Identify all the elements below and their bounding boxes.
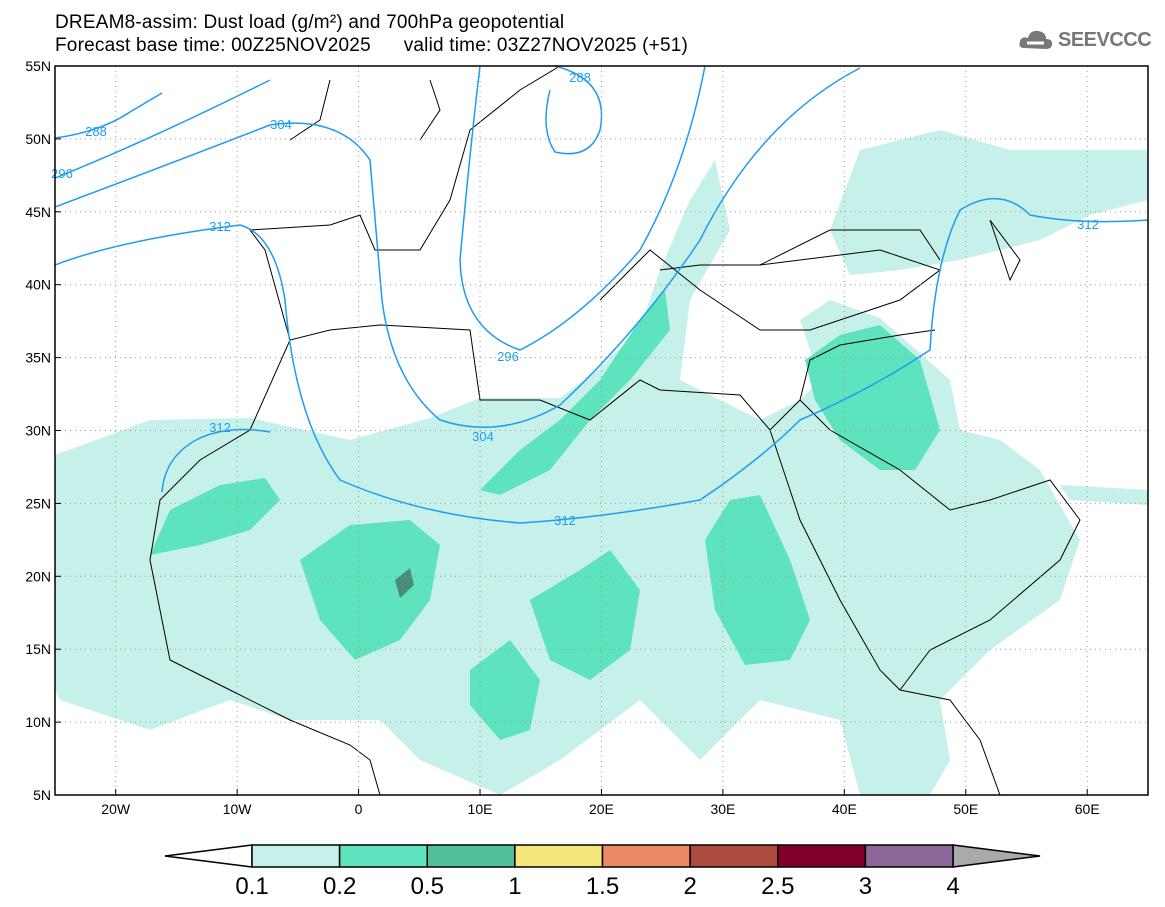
lon-tick-label: 10W [223, 801, 253, 817]
lon-tick-label: 20E [589, 801, 614, 817]
colorbar-label: 2 [683, 873, 696, 900]
colorbar-label: 1 [508, 873, 521, 900]
dust-area-low [830, 130, 1148, 275]
contour-label: 312 [1077, 217, 1099, 232]
coastlines [149, 66, 1081, 795]
cloud-icon [1019, 30, 1053, 49]
colorbar-label: 0.5 [411, 873, 444, 900]
dust-area-peak [395, 568, 414, 598]
contour-288-east [545, 66, 603, 155]
colorbar-bin [601, 844, 691, 868]
base-time: Forecast base time: 00Z25NOV2025 [55, 35, 371, 56]
colorbar-bin [777, 844, 867, 868]
contour-label: 296 [497, 349, 519, 364]
dust-map: 288 296 304 312 288 304 296 312 312 312 … [25, 58, 1149, 817]
seevccc-logo: SEEVCCC [1018, 28, 1152, 52]
colorbar-label: 0.1 [235, 873, 268, 900]
contour-label: 304 [270, 117, 292, 132]
colorbar-under-arrow [164, 844, 253, 868]
lon-tick-label: 60E [1075, 801, 1100, 817]
lon-tick-label: 20W [101, 801, 131, 817]
lat-tick-label: 55N [25, 58, 51, 74]
dust-area-mid [705, 495, 810, 665]
chart-title: DREAM8-assim: Dust load (g/m²) and 700hP… [55, 12, 565, 33]
colorbar-label: 4 [946, 873, 959, 900]
contour-304 [55, 67, 861, 428]
contour-312 [55, 198, 1148, 524]
dust-area-low [55, 160, 1080, 795]
contour-label: 312 [209, 219, 231, 234]
colorbar-bin [514, 844, 604, 868]
dust-area-mid [300, 520, 440, 660]
lat-tick-label: 20N [25, 568, 51, 584]
colorbar-bin [338, 844, 428, 868]
lon-tick-label: 0 [355, 801, 363, 817]
colorbar-over-arrow [952, 844, 1041, 868]
contour-312-coast [161, 428, 271, 493]
colorbar-bin [426, 844, 516, 868]
logo-text: SEEVCCC [1058, 28, 1152, 51]
colorbar-label: 0.2 [323, 873, 356, 900]
lat-tick-label: 40N [25, 277, 51, 293]
lon-tick-label: 30E [710, 801, 735, 817]
dust-area-mid [530, 550, 640, 680]
dust-area-mid [150, 478, 280, 555]
contour-288-west [55, 92, 163, 139]
contour-label: 288 [85, 124, 107, 139]
lat-tick-label: 30N [25, 423, 51, 439]
dust-area-low [1060, 485, 1148, 505]
dust-field [55, 130, 1148, 795]
contour-label: 312 [209, 420, 231, 435]
lat-tick-label: 5N [33, 787, 51, 803]
lon-tick-label: 40E [832, 801, 857, 817]
colorbar-bin [864, 844, 954, 868]
lat-tick-label: 35N [25, 350, 51, 366]
dust-area-mid [480, 290, 670, 495]
lat-tick-label: 10N [25, 714, 51, 730]
contour-296-west [55, 79, 271, 179]
contour-label: 296 [51, 166, 73, 181]
dust-area-mid [470, 640, 540, 740]
contour-labels: 288 296 304 312 288 304 296 312 312 312 [51, 70, 1099, 528]
contour-label: 312 [554, 513, 576, 528]
contour-label: 304 [472, 429, 494, 444]
map-frame [54, 65, 1149, 796]
contour-label: 288 [569, 70, 591, 85]
lat-tick-label: 50N [25, 131, 51, 147]
lat-tick-label: 45N [25, 204, 51, 220]
graticule [55, 65, 1148, 796]
lat-tick-label: 15N [25, 641, 51, 657]
valid-time: valid time: 03Z27NOV2025 (+51) [403, 35, 689, 56]
colorbar: 0.1 0.2 0.5 1 1.5 2 2.5 3 4 [164, 844, 1041, 900]
colorbar-label: 3 [859, 873, 872, 900]
lat-tick-label: 25N [25, 495, 51, 511]
colorbar-bin [689, 844, 779, 868]
geopotential-contours [55, 66, 1148, 524]
lon-tick-label: 50E [953, 801, 978, 817]
colorbar-label: 1.5 [586, 873, 619, 900]
lon-tick-label: 10E [468, 801, 493, 817]
contour-296 [459, 66, 706, 351]
colorbar-label: 2.5 [761, 873, 794, 900]
chart-subtitle: Forecast base time: 00Z25NOV2025 valid t… [55, 35, 688, 57]
colorbar-bin [251, 844, 341, 868]
dust-area-mid [805, 325, 940, 470]
